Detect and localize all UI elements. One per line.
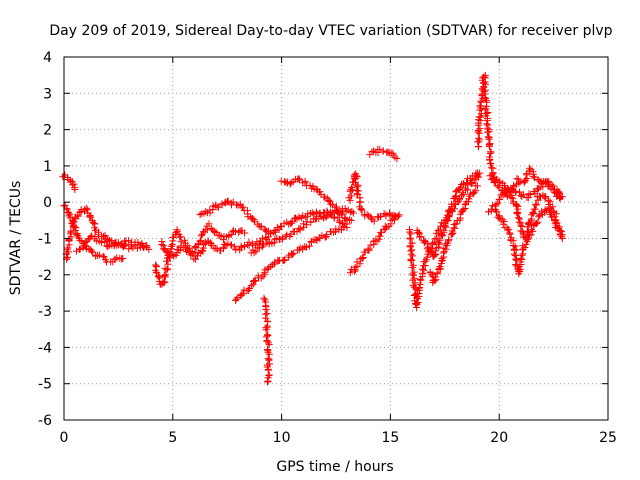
data-series-track-2 <box>60 201 127 266</box>
plus-markers <box>158 207 351 263</box>
y-tick-label: -2 <box>38 268 52 284</box>
plus-markers <box>260 294 273 386</box>
chart-title: Day 209 of 2019, Sidereal Day-to-day VTE… <box>49 23 612 39</box>
data-series-track-13 <box>346 211 403 277</box>
data-series-track-16 <box>413 169 481 260</box>
plus-markers <box>426 182 481 286</box>
y-tick-label: -1 <box>38 232 52 248</box>
plus-markers <box>366 145 401 163</box>
data-series-track-11 <box>247 205 357 257</box>
plus-markers <box>406 169 484 311</box>
x-tick-label: 15 <box>381 430 399 446</box>
data-series-track-9 <box>260 294 273 386</box>
plus-markers <box>60 201 127 266</box>
x-tick-label: 5 <box>168 430 177 446</box>
data-series-track-12 <box>345 170 401 225</box>
y-tick-label: 3 <box>43 86 52 102</box>
axis-ticks <box>63 56 609 421</box>
plus-markers <box>485 177 566 216</box>
plus-markers <box>492 205 566 278</box>
y-tick-label: 1 <box>43 159 52 175</box>
data-series-track-17 <box>426 182 481 286</box>
plus-markers <box>345 170 401 225</box>
y-tick-label: 4 <box>43 50 52 66</box>
y-tick-label: -6 <box>38 413 52 429</box>
x-tick-label: 25 <box>599 430 617 446</box>
x-tick-label: 20 <box>490 430 508 446</box>
data-series-track-8 <box>232 222 351 304</box>
data-series-track-15 <box>406 169 484 311</box>
y-axis-label: SDTVAR / TECUs <box>8 181 24 296</box>
x-tick-label: 0 <box>60 430 69 446</box>
data-series-track-4 <box>72 232 151 255</box>
data-series-track-20 <box>492 205 566 278</box>
y-tick-label: -5 <box>38 377 52 393</box>
x-tick-label: 10 <box>273 430 291 446</box>
grid-lines <box>64 57 608 420</box>
plus-markers <box>196 197 273 235</box>
plus-markers <box>413 169 481 260</box>
x-axis-label: GPS time / hours <box>276 459 393 475</box>
plus-markers <box>247 205 357 257</box>
plus-markers <box>232 222 351 304</box>
x-tick-labels: 0 5 10 15 20 25 <box>60 430 617 446</box>
y-tick-label: 2 <box>43 123 52 139</box>
data-series-track-6 <box>158 207 351 263</box>
data-points <box>59 71 566 386</box>
y-tick-labels: -6 -5 -4 -3 -2 -1 0 1 2 3 4 <box>38 50 52 429</box>
y-tick-label: -4 <box>38 340 52 356</box>
data-series-track-7 <box>196 197 273 235</box>
plus-markers <box>59 171 79 193</box>
data-series-track-1 <box>59 171 79 193</box>
plus-markers <box>346 211 403 277</box>
y-tick-label: -3 <box>38 304 52 320</box>
plus-markers <box>72 232 151 255</box>
data-series-track-14 <box>366 145 401 163</box>
y-tick-label: 0 <box>43 195 52 211</box>
data-series-track-21 <box>485 177 566 216</box>
